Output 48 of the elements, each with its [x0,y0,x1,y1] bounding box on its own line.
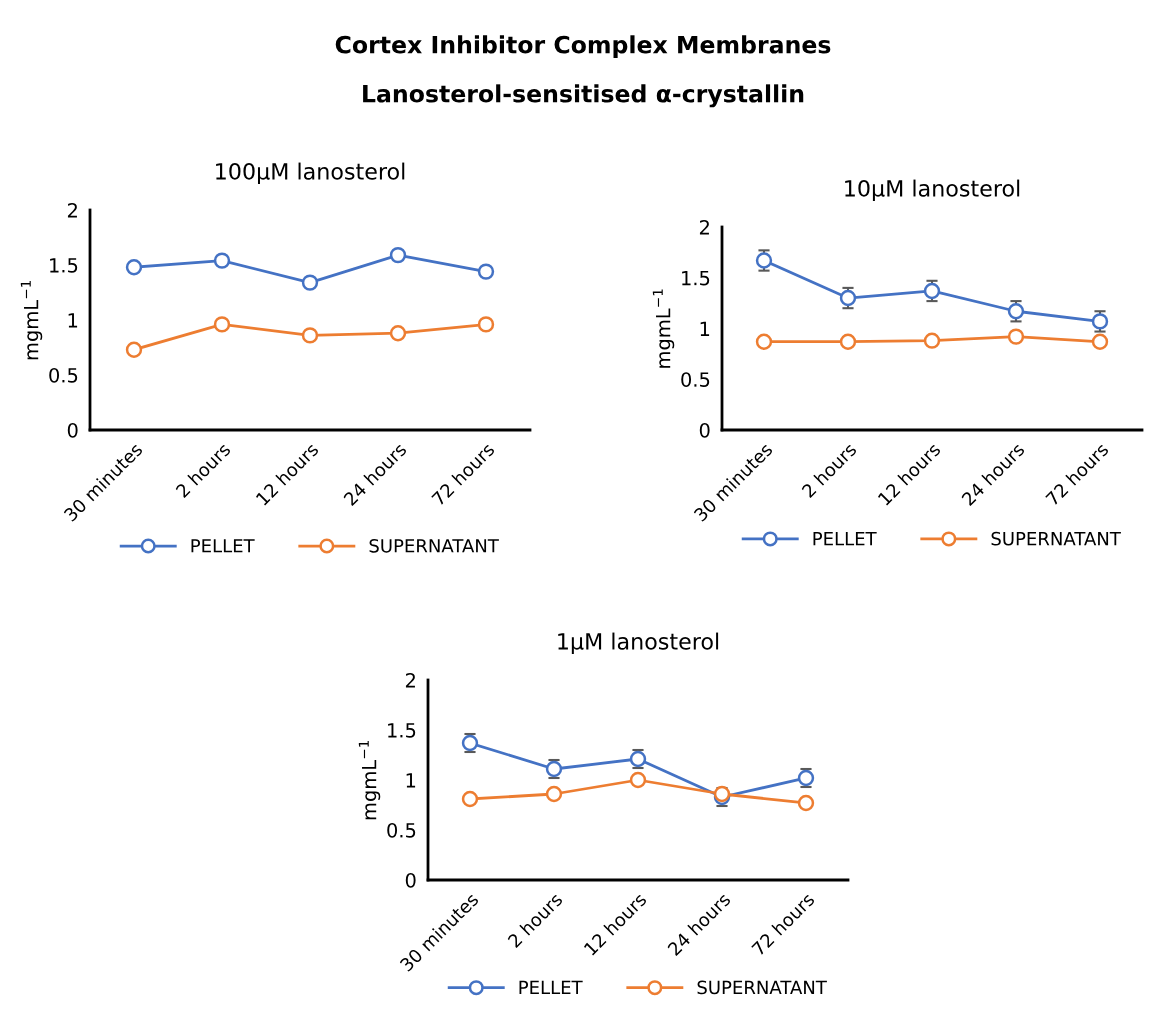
legend-label: PELLET [191,539,255,553]
point [301,274,319,291]
y-tick-label: 2 [67,202,77,218]
y-axis-title: mgmL$^{−1}$ [358,740,381,820]
y-axis-title: mgmL$^{−1}$ [20,280,43,360]
y-tick-label: 0 [405,872,416,888]
point [301,327,319,344]
point [125,259,143,276]
point [923,332,941,349]
point [629,771,647,789]
point [461,790,479,808]
point [389,325,407,342]
y-tick-label: 1 [700,321,710,336]
legend-label: PELLET [519,980,583,994]
point [797,794,815,812]
y-tick-label: 0.5 [387,822,416,838]
chart-title: 1µM lanosterol [558,632,719,655]
y-tick-label: 1.5 [50,258,78,273]
legend-label: PELLET [813,532,877,546]
point [389,246,407,264]
y-tick-label: 0 [67,422,78,438]
legend-label: SUPERNATANT [991,531,1121,546]
y-tick-label: 1.5 [682,270,710,286]
point [755,333,773,350]
chart-title: 10µM lanosterol [845,179,1020,202]
y-tick-label: 1 [68,313,78,328]
point [1007,328,1025,345]
text: Lanosterol-sensitised α-crystallin [363,84,804,108]
legend-label: SUPERNATANT [369,538,499,553]
y-tick-label: 0.5 [49,367,78,383]
text: Cortex Inhibitor Complex Membranes [335,35,831,59]
legend-label: SUPERNATANT [697,980,827,995]
y-tick-label: 2 [699,219,709,235]
y-tick-label: 2 [405,672,415,688]
point [213,316,231,333]
y-tick-label: 1 [406,773,416,788]
point [213,252,231,269]
point [545,785,563,803]
y-tick-label: 0.5 [681,372,710,387]
chart-title: 100µM lanosterol [216,162,405,185]
point [125,341,143,358]
point [1091,333,1109,350]
point [839,333,857,350]
point [477,316,495,333]
point [477,263,495,280]
y-tick-label: 1.5 [388,723,416,738]
y-tick-label: 0 [699,422,710,438]
y-axis-title: mgmL$^{−1}$ [652,289,675,368]
